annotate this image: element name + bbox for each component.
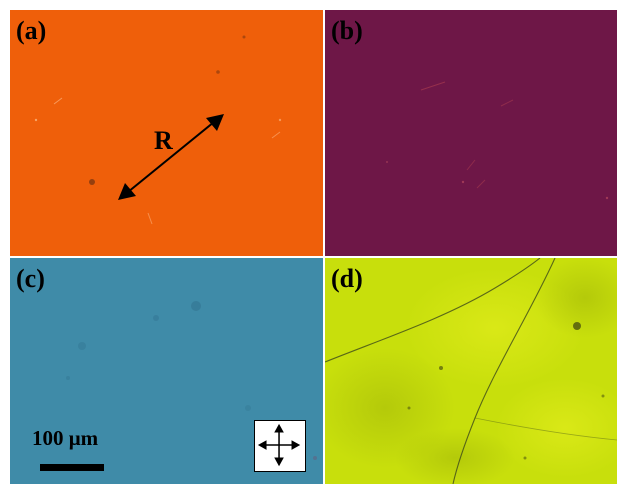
panel-d-texture [325, 258, 617, 484]
r-direction-label: R [154, 126, 173, 155]
panel-a: (a) R [10, 10, 323, 256]
panel-b: (b) [325, 10, 617, 256]
panel-c-label: (c) [16, 264, 45, 293]
panel-a-label: (a) [16, 16, 47, 45]
panel-c-texture [66, 301, 317, 460]
scale-bar-label: 100 μm [32, 426, 99, 450]
panel-b-label: (b) [331, 16, 363, 45]
panel-d: (d) [325, 258, 617, 484]
cross-arrows-icon [257, 423, 301, 467]
panel-a-texture [34, 35, 282, 225]
panel-d-label: (d) [331, 264, 363, 293]
crossed-polarizers-icon [254, 420, 306, 472]
panel-b-texture [386, 81, 609, 200]
scale-bar [40, 464, 104, 471]
panel-c: (c) 100 μm [10, 258, 323, 484]
